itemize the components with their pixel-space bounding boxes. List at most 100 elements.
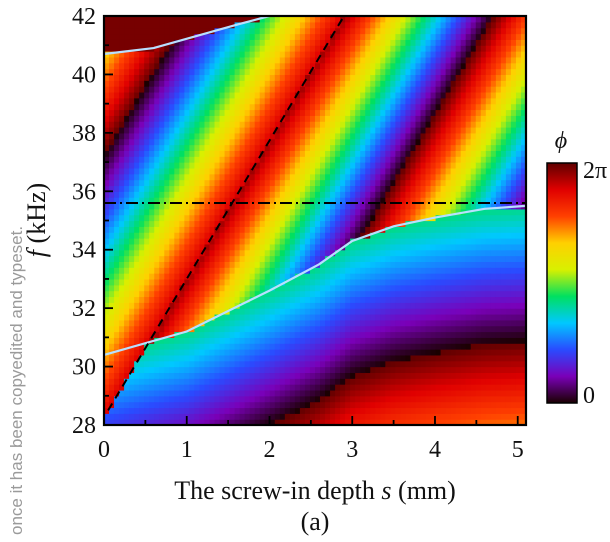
heatmap-cell: [385, 419, 391, 425]
heatmap-cell: [189, 273, 196, 280]
heatmap-cell: [330, 401, 336, 409]
heatmap-cell: [234, 378, 241, 385]
heatmap-cell: [320, 290, 326, 298]
heatmap-cell: [259, 91, 266, 99]
heatmap-cell: [420, 284, 427, 292]
heatmap-cell: [234, 278, 241, 286]
heatmap-cell: [340, 261, 346, 268]
heatmap-cell: [284, 21, 291, 29]
heatmap-cell: [335, 156, 341, 163]
heatmap-cell: [345, 407, 351, 414]
heatmap-cell: [154, 290, 160, 298]
heatmap-cell: [380, 74, 386, 81]
heatmap-cell: [274, 214, 281, 222]
heatmap-cell: [375, 243, 381, 251]
heatmap-cell: [400, 337, 407, 344]
heatmap-cell: [189, 56, 196, 64]
heatmap-cell: [234, 179, 241, 187]
heatmap-cell: [114, 191, 120, 198]
heatmap-cell: [375, 97, 381, 105]
heatmap-cell: [164, 21, 170, 29]
heatmap-cell: [114, 319, 120, 327]
heatmap-cell: [450, 156, 457, 163]
heatmap-cell: [199, 343, 206, 350]
heatmap-cell: [209, 62, 216, 70]
heatmap-cell: [375, 296, 381, 303]
heatmap-cell: [249, 337, 256, 344]
heatmap-cell: [335, 249, 341, 257]
heatmap-cell: [249, 419, 256, 425]
heatmap-cell: [445, 138, 452, 146]
heatmap-cell: [365, 331, 371, 338]
heatmap-cell: [345, 273, 351, 280]
heatmap-cell: [184, 51, 190, 58]
heatmap-cell: [269, 313, 276, 321]
heatmap-cell: [445, 91, 452, 99]
heatmap-cell: [114, 296, 120, 303]
heatmap-cell: [219, 302, 226, 309]
heatmap-cell: [179, 325, 185, 333]
heatmap-cell: [269, 384, 276, 391]
heatmap-cell: [284, 109, 291, 116]
heatmap-cell: [315, 162, 321, 169]
heatmap-cell: [445, 401, 452, 409]
heatmap-cell: [420, 173, 427, 181]
heatmap-cell: [375, 167, 381, 175]
heatmap-cell: [440, 267, 447, 274]
heatmap-cell: [370, 226, 376, 233]
heatmap-cell: [385, 121, 391, 128]
heatmap-cell: [129, 162, 135, 169]
heatmap-cell: [395, 273, 401, 280]
heatmap-cell: [325, 97, 331, 105]
heatmap-cell: [325, 243, 331, 251]
heatmap-cell: [124, 278, 130, 286]
heatmap-cell: [244, 232, 251, 239]
heatmap-cell: [365, 267, 371, 274]
heatmap-cell: [380, 419, 386, 425]
heatmap-cell: [309, 384, 316, 391]
heatmap-cell: [194, 343, 201, 350]
heatmap-cell: [269, 360, 276, 368]
heatmap-cell: [345, 331, 351, 338]
heatmap-cell: [119, 284, 125, 292]
heatmap-cell: [239, 226, 246, 233]
heatmap-cell: [345, 278, 351, 286]
heatmap-cell: [159, 349, 165, 356]
heatmap-cell: [279, 173, 286, 181]
heatmap-cell: [119, 91, 125, 99]
heatmap-cell: [440, 132, 447, 140]
heatmap-cell: [264, 273, 271, 280]
heatmap-cell: [320, 86, 326, 93]
heatmap-cell: [435, 74, 442, 81]
heatmap-cell: [410, 413, 417, 420]
heatmap-cell: [234, 80, 241, 87]
heatmap-cell: [340, 220, 346, 227]
heatmap-cell: [109, 97, 115, 105]
heatmap-cell: [415, 255, 422, 262]
heatmap-cell: [355, 249, 361, 257]
heatmap-cell: [360, 255, 366, 262]
heatmap-cell: [380, 366, 386, 374]
heatmap-cell: [119, 296, 125, 303]
heatmap-cell: [400, 103, 407, 111]
heatmap-cell: [139, 337, 145, 344]
heatmap-cell: [139, 267, 145, 274]
heatmap-cell: [320, 144, 326, 151]
heatmap-cell: [269, 214, 276, 222]
heatmap-cell: [184, 173, 190, 181]
heatmap-cell: [320, 378, 326, 385]
heatmap-cell: [274, 366, 281, 374]
heatmap-cell: [214, 80, 221, 87]
heatmap-cell: [229, 267, 236, 274]
heatmap-cell: [219, 389, 226, 397]
heatmap-cell: [259, 395, 266, 403]
heatmap-cell: [340, 39, 346, 46]
heatmap-cell: [234, 62, 241, 70]
heatmap-cell: [204, 115, 211, 122]
heatmap-cell: [214, 162, 221, 169]
heatmap-cell: [350, 109, 356, 116]
heatmap-cell: [360, 378, 366, 385]
heatmap-cell: [395, 249, 401, 257]
heatmap-cell: [450, 349, 457, 356]
heatmap-cell: [279, 319, 286, 327]
